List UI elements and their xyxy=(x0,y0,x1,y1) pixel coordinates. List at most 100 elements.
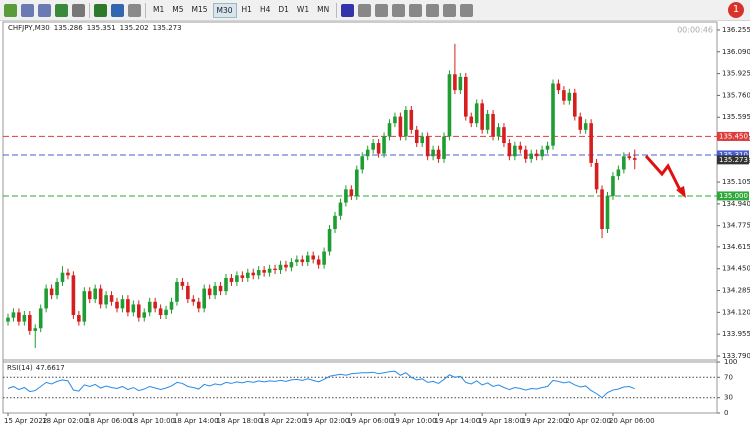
candle-body xyxy=(186,285,190,300)
y-tick-label: 134.615 xyxy=(722,243,750,251)
candle-body xyxy=(109,295,114,302)
candle-body xyxy=(213,285,217,296)
candle-body xyxy=(447,74,452,137)
x-tick-label: 19 Apr 10:00 xyxy=(391,417,437,425)
candle-body xyxy=(480,103,484,130)
candle-body xyxy=(207,288,212,296)
candle-body xyxy=(431,149,435,157)
timeframe-button[interactable]: W1 xyxy=(296,4,310,14)
timeframe-button[interactable]: H4 xyxy=(259,4,271,14)
candle-body xyxy=(17,312,21,322)
tool-icon[interactable] xyxy=(426,3,440,17)
timeframe-button[interactable]: H1 xyxy=(241,4,252,14)
candle-body xyxy=(622,156,626,170)
y-tick-label: 133.955 xyxy=(722,330,750,338)
candle-body xyxy=(442,136,446,159)
tool-icon[interactable] xyxy=(21,3,34,17)
tool-icon[interactable] xyxy=(375,3,389,17)
candle-body xyxy=(632,158,637,160)
y-tick-label: 0 xyxy=(724,409,728,417)
candle-body xyxy=(627,156,632,159)
candle-body xyxy=(87,291,92,300)
tool-icon[interactable] xyxy=(38,3,51,17)
timeframe-button[interactable]: D1 xyxy=(278,4,289,14)
x-tick-label: 19 Apr 06:00 xyxy=(347,417,393,425)
x-tick-label: 19 Apr 14:00 xyxy=(435,417,481,425)
tool-icon[interactable] xyxy=(111,3,124,17)
tool-icon[interactable] xyxy=(128,3,141,17)
y-tick-label: 135.105 xyxy=(722,178,750,186)
tool-icon[interactable] xyxy=(4,3,17,17)
candle-body xyxy=(414,129,419,144)
tool-icon[interactable] xyxy=(341,3,355,17)
candle-body xyxy=(311,255,315,260)
candle-body xyxy=(338,202,343,216)
candle-body xyxy=(562,90,566,101)
candle-body xyxy=(333,215,337,230)
candle-body xyxy=(453,74,457,91)
drawn-arrow xyxy=(644,155,686,198)
timeframe-button[interactable]: MN xyxy=(317,4,330,14)
x-tick-label: 18 Apr 06:00 xyxy=(86,417,132,425)
candle-body xyxy=(534,153,539,157)
level-label-box xyxy=(717,191,749,201)
tool-icon[interactable] xyxy=(358,3,372,17)
candle-body xyxy=(567,92,572,101)
separator xyxy=(89,2,90,18)
candle-body xyxy=(246,272,250,278)
rsi-header: RSI(14) 47.6617 xyxy=(7,364,65,372)
tool-icon[interactable] xyxy=(460,3,474,17)
tool-icon[interactable] xyxy=(72,3,85,17)
arrow-line xyxy=(644,155,683,193)
level-label: 135.000 xyxy=(719,192,748,200)
candle-body xyxy=(60,272,65,282)
candle-body xyxy=(469,116,474,124)
candle-body xyxy=(513,145,517,157)
x-tick-label: 18 Apr 22:00 xyxy=(260,417,306,425)
candle-body xyxy=(376,143,381,154)
candle-body xyxy=(11,312,16,318)
candle-body xyxy=(169,301,174,310)
tool-icon[interactable] xyxy=(409,3,423,17)
y-tick-label: 134.450 xyxy=(722,265,750,273)
timeframe-button[interactable]: M5 xyxy=(172,4,184,14)
notification-badge[interactable]: 1 xyxy=(728,2,744,18)
timeframe-button[interactable]: M1 xyxy=(153,4,165,14)
candle-body xyxy=(120,299,125,309)
candle-body xyxy=(126,299,130,313)
candle-body xyxy=(474,103,479,124)
x-tick-label: 19 Apr 18:00 xyxy=(478,417,524,425)
tool-icon[interactable] xyxy=(392,3,406,17)
chart-header: CHFJPY,M30 135.286 135.351 135.202 135.273 xyxy=(8,24,182,32)
y-tick-label: 133.790 xyxy=(722,352,750,360)
y-tick-label: 100 xyxy=(724,358,737,366)
last-open: 135.286 xyxy=(54,24,83,32)
x-tick-label: 18 Apr 18:00 xyxy=(217,417,263,425)
timeframe-button[interactable]: M15 xyxy=(191,4,208,14)
candle-body xyxy=(66,272,70,276)
last-close: 135.273 xyxy=(153,24,182,32)
candle-body xyxy=(349,189,354,196)
candle-body xyxy=(583,123,588,130)
candle-body xyxy=(278,264,283,271)
candle-body xyxy=(327,229,332,252)
x-tick-label: 20 Apr 06:00 xyxy=(609,417,655,425)
level-label: 135.450 xyxy=(719,132,748,140)
tool-icon[interactable] xyxy=(443,3,457,17)
candle-body xyxy=(305,255,310,263)
y-tick-label: 134.120 xyxy=(722,308,750,316)
candle-body xyxy=(409,109,414,130)
candle-body xyxy=(578,116,583,130)
candle-body xyxy=(218,285,223,292)
x-tick-label: 20 Apr 02:00 xyxy=(565,417,611,425)
tool-icon[interactable] xyxy=(94,3,107,17)
candle-body xyxy=(142,312,147,318)
candle-body xyxy=(502,127,506,144)
candle-body xyxy=(589,123,593,163)
timeframe-button[interactable]: M30 xyxy=(212,2,237,18)
candle-body xyxy=(28,315,32,331)
y-tick-label: 134.285 xyxy=(722,287,750,295)
candle-body xyxy=(224,277,228,292)
tool-icon[interactable] xyxy=(55,3,68,17)
